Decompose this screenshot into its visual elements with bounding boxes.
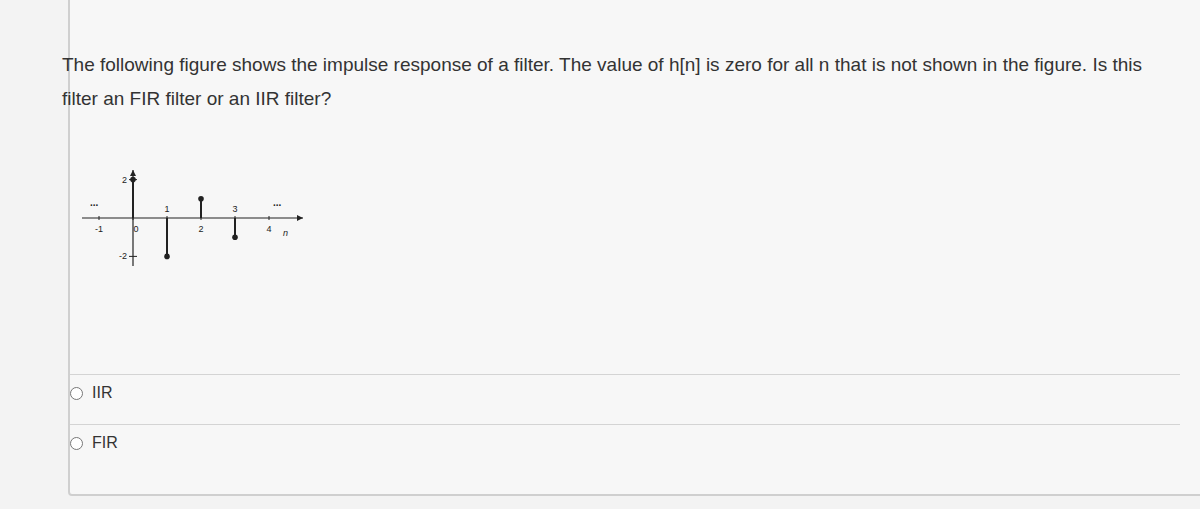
stem: [166, 218, 168, 256]
ellipsis: ...: [273, 197, 282, 208]
stem: [234, 218, 236, 237]
x-tick-label: 1: [164, 204, 169, 214]
axis-arrow: [297, 215, 303, 221]
x-tick-label: 4: [266, 224, 271, 234]
stem-plot: n...... -1 0 1 2 3 4 -2 2: [0, 0, 1200, 509]
x-tick-label: 0: [133, 224, 138, 234]
radio-button[interactable]: [70, 387, 83, 400]
x-axis: [82, 217, 303, 218]
ellipsis: ...: [90, 197, 99, 208]
stems: [130, 177, 238, 259]
stem-head: [130, 177, 136, 183]
x-tick: [269, 216, 270, 220]
stem: [200, 199, 202, 218]
separator: [70, 374, 1180, 375]
question-text: The following figure shows the impulse r…: [62, 48, 1162, 116]
y-axis: [132, 170, 133, 266]
stem-head: [198, 196, 204, 202]
x-tick-label: 2: [198, 224, 203, 234]
stem-head: [232, 234, 238, 240]
axis-arrow: [130, 170, 136, 176]
option-label: FIR: [92, 434, 118, 451]
y-tick: [129, 256, 137, 257]
x-tick: [99, 216, 100, 220]
y-tick-label: 2: [122, 175, 127, 185]
x-axis-label: n: [283, 228, 288, 238]
stem-head: [164, 254, 170, 260]
x-tick-label: 3: [232, 204, 237, 214]
separator: [70, 424, 1180, 425]
option-label: IIR: [92, 384, 112, 401]
stem: [132, 180, 134, 218]
radio-button[interactable]: [70, 437, 83, 450]
y-tick-label: -2: [119, 251, 127, 261]
answer-option[interactable]: IIR: [70, 384, 112, 402]
answer-option[interactable]: FIR: [70, 434, 118, 452]
x-tick-label: -1: [95, 224, 103, 234]
